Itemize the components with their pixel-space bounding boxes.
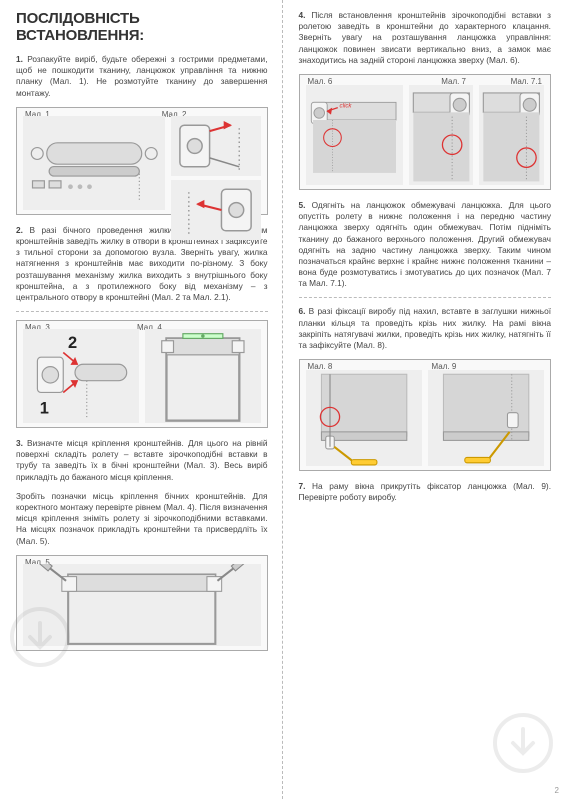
bracket-thread-icon xyxy=(171,116,260,176)
step-6-text: 6. В разі фіксації виробу під нахил, вст… xyxy=(299,306,552,351)
assembly-steps-icon: 2 1 xyxy=(23,329,139,423)
figure-box-3-4: Мал. 3 Мал. 4 2 1 xyxy=(16,320,268,428)
fig-4-panel xyxy=(145,329,261,423)
step-2-num: 2. xyxy=(16,225,23,235)
step-1-text: 1. Розпакуйте виріб, будьте обережні з г… xyxy=(16,54,268,99)
bracket-thread-alt-icon xyxy=(171,180,260,240)
fig-6-panel: click xyxy=(306,85,403,185)
step-3-num: 3. xyxy=(16,438,23,448)
watermark-icon xyxy=(491,711,555,775)
chain-stopper-front-icon xyxy=(409,85,474,185)
fig-2-panel xyxy=(171,116,260,176)
section-divider-right xyxy=(299,297,552,298)
figure-box-6-7: Мал. 6 Мал. 7 Мал. 7.1 click xyxy=(299,74,552,190)
step-3-text-b: Зробіть позначки місць кріплення бічних … xyxy=(16,491,268,547)
step-7-body: На раму вікна прикрутіть фіксатор ланцюж… xyxy=(299,481,552,502)
fig-2-1-panel xyxy=(171,180,260,240)
chain-fixator-icon xyxy=(428,370,544,466)
tensioner-install-icon xyxy=(306,370,422,466)
roller-parts-icon xyxy=(23,116,165,210)
page-title: ПОСЛІДОВНІСТЬ ВСТАНОВЛЕННЯ: xyxy=(16,10,268,44)
fig-1-panel xyxy=(23,116,165,210)
fig-5-panel xyxy=(23,564,261,646)
drilling-brackets-icon xyxy=(23,564,261,646)
page-number: 2 xyxy=(555,786,559,795)
left-column: ПОСЛІДОВНІСТЬ ВСТАНОВЛЕННЯ: 1. Розпакуйт… xyxy=(0,0,283,799)
fig-3-panel: 2 1 xyxy=(23,329,139,423)
window-frame-level-icon xyxy=(145,329,261,423)
step-5-text: 5. Одягніть на ланцюжок обмежувачі ланцю… xyxy=(299,200,552,290)
step-7-text: 7. На раму вікна прикрутіть фіксатор лан… xyxy=(299,481,552,503)
fig-7-1-panel xyxy=(479,85,544,185)
step-5-num: 5. xyxy=(299,200,306,210)
step-6-num: 6. xyxy=(299,306,306,316)
step-4-num: 4. xyxy=(299,10,306,20)
fig-9-panel xyxy=(428,370,544,466)
click-in-bracket-icon: click xyxy=(306,85,403,185)
step-3-text-a: 3. Визначте місця кріплення кронштейнів.… xyxy=(16,438,268,483)
step-3-body-a: Визначте місця кріплення кронштейнів. Дл… xyxy=(16,438,268,482)
section-divider-left xyxy=(16,311,268,312)
step-6-body: В разі фіксації виробу під нахил, вставт… xyxy=(299,306,552,350)
step-4-text: 4. Після встановлення кронштейнів зірочк… xyxy=(299,10,552,66)
figure-box-5: Мал. 5 xyxy=(16,555,268,651)
assembly-num-1-icon: 1 xyxy=(40,400,49,418)
step-7-num: 7. xyxy=(299,481,306,491)
chain-stopper-back-icon xyxy=(479,85,544,185)
step-1-body: Розпакуйте виріб, будьте обережні з гост… xyxy=(16,54,268,98)
assembly-num-2-icon: 2 xyxy=(68,334,77,352)
fig-7-panel xyxy=(409,85,474,185)
figure-box-8-9: Мал. 8 Мал. 9 xyxy=(299,359,552,471)
step-5-body: Одягніть на ланцюжок обмежувачі ланцюжка… xyxy=(299,200,552,288)
step-4-body: Після встановлення кронштейнів зірочкопо… xyxy=(299,10,552,65)
fig-8-panel xyxy=(306,370,422,466)
step-1-num: 1. xyxy=(16,54,23,64)
svg-text:click: click xyxy=(339,103,352,110)
figure-box-1-2: Мал. 1 Мал. 2 Мал. 2.1 xyxy=(16,107,268,215)
right-column: 4. Після встановлення кронштейнів зірочк… xyxy=(283,0,565,799)
